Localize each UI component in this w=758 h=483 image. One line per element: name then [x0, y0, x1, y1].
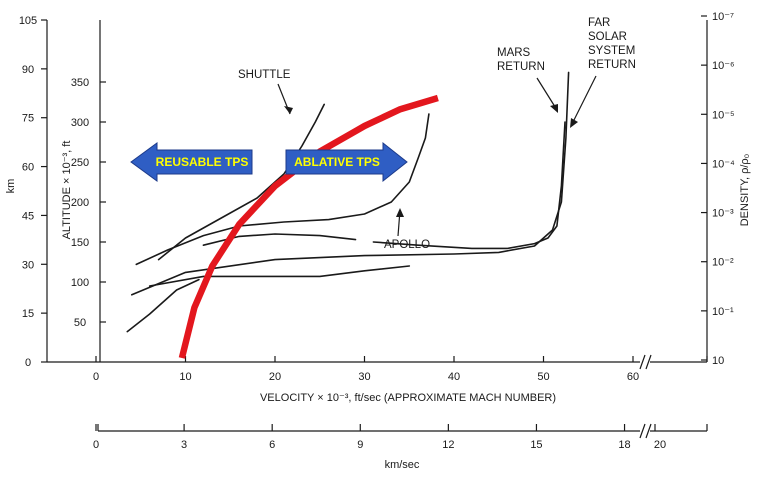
far-label-line2: SOLAR — [588, 31, 627, 43]
annotations: SHUTTLE APOLLO MARS RETURN FAR SOLAR SYSTEM RET… — [130, 17, 636, 251]
ablative-tps-label: ABLATIVE TPS — [294, 155, 380, 169]
red-boundary-curve — [178, 94, 439, 359]
km-tick-label: 18 — [618, 439, 630, 451]
y-tick-label-density: 10⁻⁷ — [712, 11, 734, 23]
y-tick-label-km: 15 — [22, 308, 34, 320]
km-tick-label: 0 — [93, 439, 99, 451]
far-leader-line — [571, 75, 597, 125]
y-tick-label-density: 10⁻⁶ — [712, 60, 735, 72]
shuttle-arrow-icon — [284, 106, 293, 114]
series-line-2 — [135, 113, 430, 266]
y-tick-label-ft: 350 — [71, 77, 89, 89]
reusable-tps-label: REUSABLE TPS — [156, 155, 249, 169]
mars-label-line1: MARS — [497, 47, 531, 59]
km-tick-label: 15 — [530, 439, 542, 451]
y-tick-label-density: 10⁻⁴ — [712, 158, 735, 170]
y-tick-label-ft: 150 — [71, 237, 89, 249]
y-tick-label-density: 10⁻¹ — [712, 306, 734, 318]
apollo-arrow-icon — [396, 208, 404, 217]
series-line-1 — [126, 278, 200, 333]
y-tick-label-km: 30 — [22, 259, 34, 271]
shuttle-label: SHUTTLE — [238, 69, 291, 81]
y-tick-label-km: 90 — [22, 64, 34, 76]
mars-arrow-icon — [550, 104, 558, 113]
x-tick-label: 40 — [448, 371, 460, 383]
ablative-tps-arrow-icon — [285, 141, 408, 183]
reusable-tps-arrow-icon — [130, 142, 253, 182]
mars-label-line2: RETURN — [497, 61, 545, 73]
far-label-line1: FAR — [588, 17, 610, 29]
y-tick-label-ft: 100 — [71, 277, 89, 289]
y-axis-label-ft: ALTITUDE × 10⁻³, ft — [61, 141, 73, 240]
y-tick-label-ft: 200 — [71, 197, 89, 209]
x-axis-label: VELOCITY × 10⁻³, ft/sec (APPROXIMATE MAC… — [260, 392, 556, 404]
x-tick-label: 20 — [269, 371, 281, 383]
km-axis-break-icon — [639, 423, 652, 439]
series-group — [126, 71, 570, 359]
series-line-6 — [372, 121, 566, 250]
x-tick-label: 30 — [358, 371, 370, 383]
far-arrow-icon — [570, 118, 578, 128]
x-tick-label: 60 — [627, 371, 639, 383]
km-tick-label: 6 — [269, 439, 275, 451]
series-shuttle — [157, 103, 325, 261]
x-tick-label: 10 — [179, 371, 191, 383]
y-tick-label-density: 10⁻² — [712, 257, 734, 269]
y-tick-label-km: 60 — [22, 162, 34, 174]
x-tick-label: 50 — [537, 371, 549, 383]
x-axis-break-icon — [639, 354, 652, 370]
y-tick-label-km: 45 — [22, 210, 34, 222]
y-tick-label-density: 10⁻³ — [712, 208, 734, 220]
y-axis-label-km: km — [5, 179, 17, 194]
y-tick-label-ft: 250 — [71, 157, 89, 169]
km-tick-label: 12 — [442, 439, 454, 451]
far-label-line4: RETURN — [588, 59, 636, 71]
x-tick-label: 0 — [93, 371, 99, 383]
y-tick-label-ft: 300 — [71, 117, 89, 129]
km-axis-label: km/sec — [385, 459, 420, 471]
mars-leader-line — [536, 77, 558, 111]
y-axis-label-density: DENSITY, ρ/ρ₀ — [739, 154, 751, 227]
y-tick-label-km: 105 — [19, 15, 37, 27]
far-label-line3: SYSTEM — [588, 45, 635, 57]
y-tick-label-ft: 50 — [74, 317, 86, 329]
km-tick-label: 9 — [357, 439, 363, 451]
apollo-label: APOLLO — [384, 239, 430, 251]
y-tick-label-density: 10⁻⁵ — [712, 109, 735, 121]
y-tick-label-km: 75 — [22, 113, 34, 125]
series-line-5 — [131, 71, 570, 296]
series-line-3 — [148, 265, 411, 287]
km-tick-label: 20 — [654, 439, 666, 451]
km-tick-label: 3 — [181, 439, 187, 451]
y-tick-label-km: 0 — [25, 357, 31, 369]
y-tick-label-density: 10 — [712, 355, 724, 367]
